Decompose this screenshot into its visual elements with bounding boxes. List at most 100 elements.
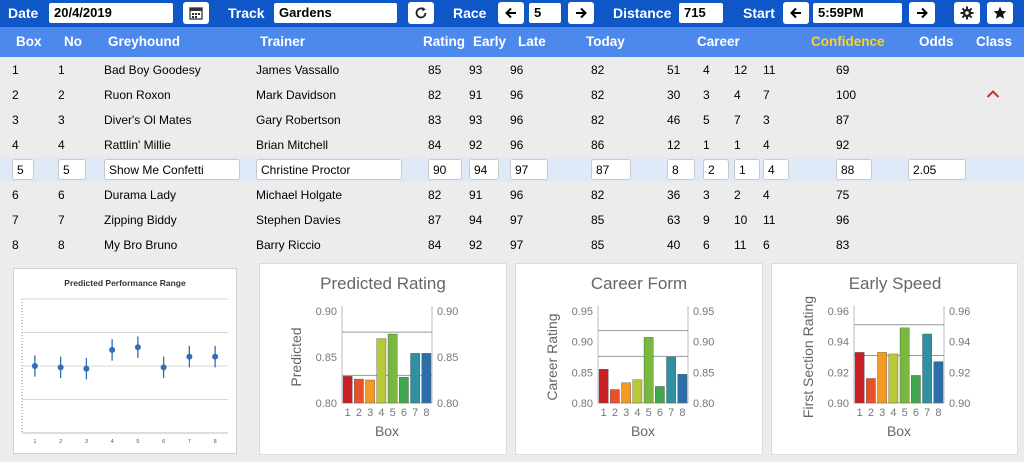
cell-box[interactable]: 5 <box>12 159 34 180</box>
refresh-button[interactable] <box>408 2 434 24</box>
cell-box: 1 <box>12 63 19 77</box>
cell-greyhound[interactable]: Show Me Confetti <box>104 159 240 180</box>
cell-no: 3 <box>58 113 65 127</box>
cell-confidence[interactable]: 88 <box>836 159 872 180</box>
cell-c4: 7 <box>763 88 770 102</box>
y-tick-label-left: 0.85 <box>572 367 593 379</box>
table-row[interactable]: 7 7 Zipping Biddy Stephen Davies 87 94 97 85 63 9… <box>0 207 1024 232</box>
range-point <box>109 346 116 353</box>
cell-late: 96 <box>510 113 524 127</box>
race-prev-button[interactable] <box>498 2 524 24</box>
bar-chart: Career Form 0.80 0.80 0.85 0.85 0.90 0.90 0.95 0… <box>544 274 714 439</box>
header-no[interactable]: No <box>64 34 82 49</box>
x-tick-label: 7 <box>412 407 418 419</box>
calendar-icon <box>189 7 203 20</box>
header-class[interactable]: Class <box>976 34 1013 49</box>
table-row[interactable]: 1 1 Bad Boy Goodesy James Vassallo 85 93 96 82 5… <box>0 57 1024 82</box>
x-tick-label: 1 <box>857 407 863 419</box>
cell-odds[interactable]: 2.05 <box>908 159 966 180</box>
header-box[interactable]: Box <box>16 34 42 49</box>
table-row[interactable]: 2 2 Ruon Roxon Mark Davidson 82 91 96 82 30 3 4 7 10… <box>0 82 1024 107</box>
y-tick-label-right: 0.85 <box>437 352 458 364</box>
start-next-button[interactable] <box>909 2 935 24</box>
cell-c1[interactable]: 8 <box>667 159 695 180</box>
x-tick-label: 6 <box>657 407 663 419</box>
y-axis-label: Predicted <box>288 327 304 386</box>
cell-c2[interactable]: 2 <box>703 159 729 180</box>
distance-input[interactable]: 715 <box>679 3 723 23</box>
chart-title: Predicted Rating <box>320 274 446 293</box>
x-tick-label: 1 <box>345 407 351 419</box>
header-late[interactable]: Late <box>518 34 546 49</box>
cell-early: 92 <box>469 238 483 252</box>
track-input[interactable]: Gardens <box>274 3 397 23</box>
table-row[interactable]: 8 8 My Bro Bruno Barry Riccio 84 92 97 85 40 6 11 6… <box>0 232 1024 257</box>
cell-trainer[interactable]: Christine Proctor <box>256 159 402 180</box>
cell-c1: 30 <box>667 88 681 102</box>
date-input[interactable]: 20/4/2019 <box>49 3 173 23</box>
bar-box-1 <box>598 369 609 404</box>
cell-c3[interactable]: 1 <box>734 159 760 180</box>
header-odds[interactable]: Odds <box>919 34 954 49</box>
start-label: Start <box>743 5 775 21</box>
cell-c1: 51 <box>667 63 681 77</box>
y-tick-label-right: 0.94 <box>949 337 970 349</box>
cell-late: 97 <box>510 238 524 252</box>
cell-late: 96 <box>510 138 524 152</box>
cell-no[interactable]: 5 <box>58 159 86 180</box>
range-point <box>83 365 90 372</box>
table-row[interactable]: 4 4 Rattlin' Millie Brian Mitchell 84 92 96 86 1… <box>0 132 1024 157</box>
x-tick-label: 5 <box>390 407 396 419</box>
cell-rating[interactable]: 90 <box>428 159 462 180</box>
cell-rating: 84 <box>428 138 442 152</box>
cell-box: 2 <box>12 88 19 102</box>
cell-c4: 11 <box>763 213 776 227</box>
cell-box: 4 <box>12 138 19 152</box>
cell-today: 82 <box>591 188 605 202</box>
cell-early[interactable]: 94 <box>469 159 499 180</box>
cell-late: 96 <box>510 88 524 102</box>
cell-trainer: Barry Riccio <box>256 238 321 252</box>
settings-button[interactable] <box>954 2 980 24</box>
cell-trainer: Stephen Davies <box>256 213 341 227</box>
race-input[interactable]: 5 <box>529 3 561 23</box>
arrow-left-icon <box>505 7 516 19</box>
cell-c4: 11 <box>763 63 776 77</box>
top-toolbar: Date 20/4/2019 Track Gardens Race 5 Dist… <box>0 0 1024 27</box>
gear-icon <box>960 6 974 20</box>
range-point <box>212 353 219 360</box>
cell-today[interactable]: 87 <box>591 159 631 180</box>
arrow-left-icon <box>790 7 801 19</box>
range-point <box>31 363 38 369</box>
header-today[interactable]: Today <box>586 34 625 49</box>
start-input[interactable]: 5:59PM <box>813 3 902 23</box>
table-row[interactable]: 5 5 Show Me Confetti Christine Proctor 90 94 9… <box>0 157 1024 182</box>
calendar-button[interactable] <box>183 2 209 24</box>
cell-confidence: 75 <box>836 188 850 202</box>
header-trainer[interactable]: Trainer <box>260 34 306 49</box>
header-confidence[interactable]: Confidence <box>811 34 885 49</box>
y-tick-label-right: 0.90 <box>437 306 458 318</box>
table-row[interactable]: 6 6 Durama Lady Michael Holgate 82 91 96 82 36 3 2… <box>0 182 1024 207</box>
favorite-button[interactable] <box>987 2 1013 24</box>
table-row[interactable]: 3 3 Diver's Ol Mates Gary Robertson 83 93 96 82… <box>0 107 1024 132</box>
header-career[interactable]: Career <box>697 34 740 49</box>
cell-c3: 11 <box>734 238 747 252</box>
y-axis-label: First Section Rating <box>800 296 816 418</box>
cell-rating: 82 <box>428 88 442 102</box>
cell-early: 94 <box>469 213 483 227</box>
cell-c4: 6 <box>763 238 770 252</box>
bar-box-7 <box>666 356 676 404</box>
cell-late: 96 <box>510 63 524 77</box>
cell-c4[interactable]: 4 <box>763 159 789 180</box>
chevron-up-icon[interactable] <box>986 86 1000 104</box>
cell-early: 91 <box>469 88 483 102</box>
header-greyhound[interactable]: Greyhound <box>108 34 181 49</box>
race-next-button[interactable] <box>568 2 594 24</box>
header-rating[interactable]: Rating <box>423 34 465 49</box>
start-prev-button[interactable] <box>783 2 809 24</box>
bar-box-8 <box>421 353 432 404</box>
cell-late[interactable]: 97 <box>510 159 548 180</box>
bar-box-3 <box>877 352 887 404</box>
header-early[interactable]: Early <box>473 34 507 49</box>
